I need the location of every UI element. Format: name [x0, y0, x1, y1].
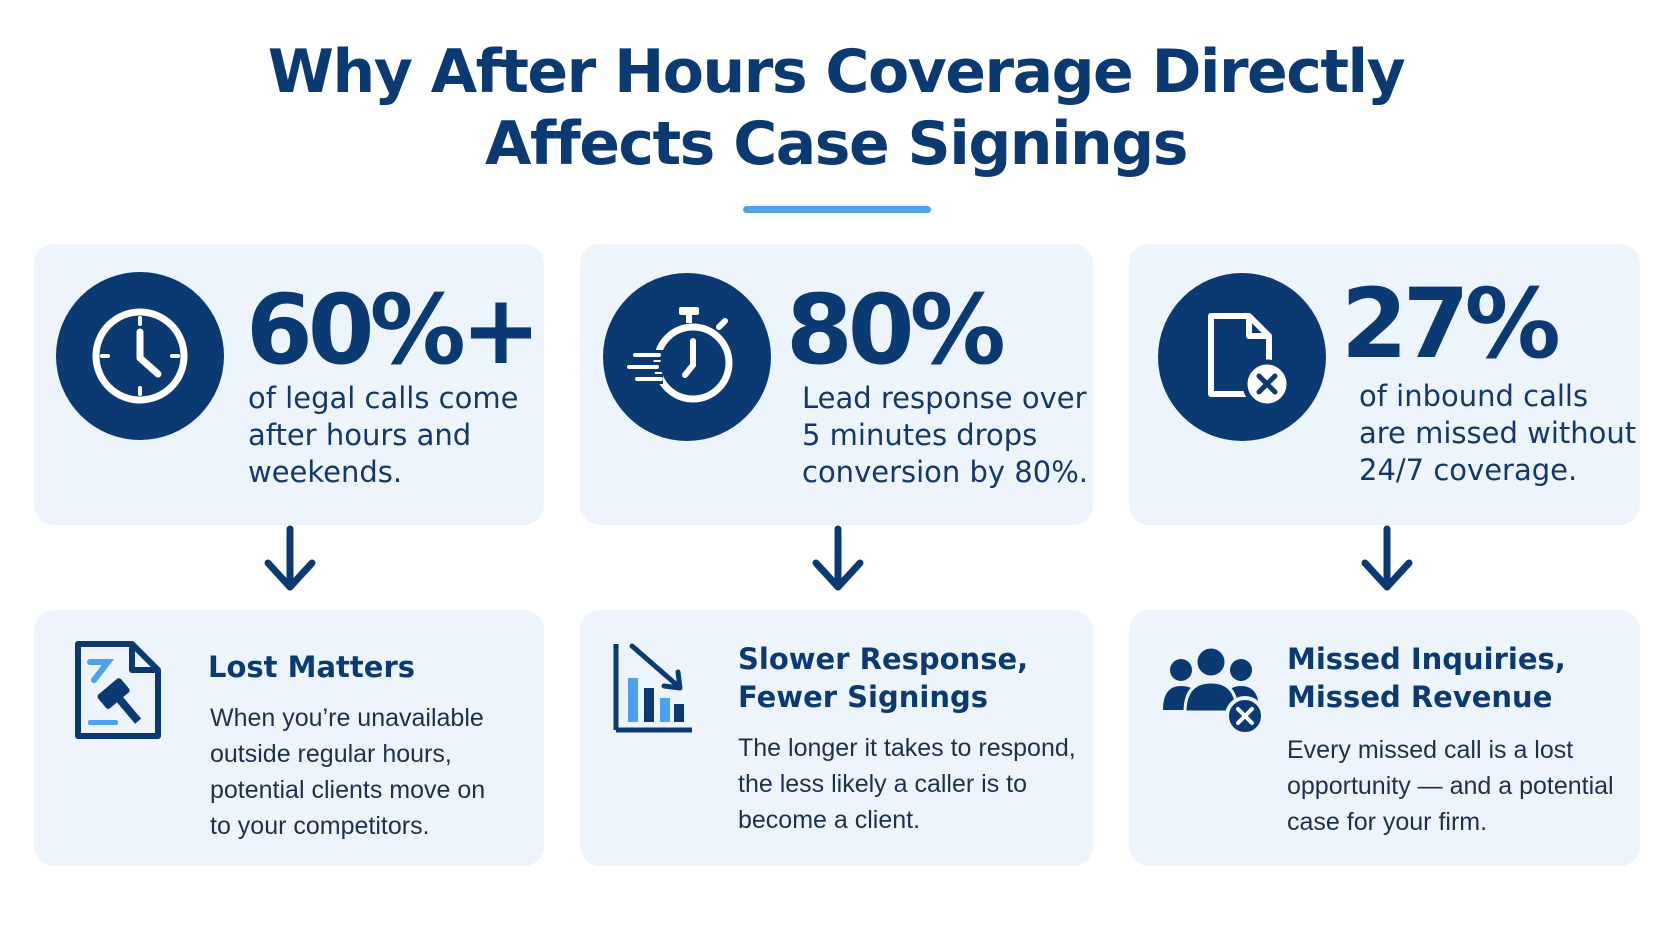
impact-title: Lost Matters — [208, 648, 415, 686]
impact-card-missed-inquiries: Missed Inquiries, Missed Revenue Every m… — [1129, 610, 1640, 866]
impact-text-line: case for your firm. — [1287, 808, 1488, 836]
stat-value: 80% — [786, 274, 1006, 386]
stat-desc-line: conversion by 80%. — [802, 455, 1088, 489]
page-title: Why After Hours Coverage Directly Affect… — [0, 36, 1672, 180]
impact-title-line: Missed Revenue — [1287, 680, 1553, 714]
impact-text-line: opportunity — and a potential — [1287, 772, 1614, 800]
stat-desc-line: weekends. — [248, 455, 403, 489]
stat-description: Lead response over 5 minutes drops conve… — [802, 380, 1088, 491]
impact-text-line: potential clients move on — [210, 776, 486, 804]
impact-text-line: Every missed call is a lost — [1287, 736, 1574, 764]
stat-desc-line: Lead response over — [802, 381, 1087, 415]
stat-card-missed-calls: 27% of inbound calls are missed without … — [1129, 244, 1640, 525]
stat-desc-line: of inbound calls — [1359, 379, 1589, 413]
impact-text-line: to your competitors. — [210, 812, 430, 840]
impact-card-lost-matters: Lost Matters When you’re unavailable out… — [34, 610, 544, 866]
impact-title: Slower Response, Fewer Signings — [738, 640, 1028, 716]
impact-text: The longer it takes to respond, the less… — [738, 730, 1076, 838]
stat-desc-line: after hours and — [248, 418, 472, 452]
stopwatch-icon — [603, 273, 771, 441]
declining-chart-icon — [613, 643, 692, 733]
impact-text-line: become a client. — [738, 806, 921, 834]
impact-text-line: When you’re unavailable — [210, 704, 484, 732]
impact-title-line: Slower Response, — [738, 642, 1029, 676]
impact-text-line: outside regular hours, — [210, 740, 452, 768]
arrow-down-icon — [1361, 525, 1413, 591]
stat-value: 60%+ — [246, 274, 541, 386]
arrow-down-icon — [812, 525, 864, 591]
stat-desc-line: 5 minutes drops — [802, 418, 1038, 452]
missed-people-icon — [1163, 645, 1265, 736]
impact-title-line: Fewer Signings — [738, 680, 988, 714]
impact-text-line: the less likely a caller is to — [738, 770, 1028, 798]
missed-document-icon — [1158, 273, 1326, 441]
impact-title: Missed Inquiries, Missed Revenue — [1287, 640, 1566, 716]
stat-card-after-hours: 60%+ of legal calls come after hours and… — [34, 244, 544, 525]
gavel-document-icon — [75, 641, 161, 739]
impact-title-line: Lost Matters — [208, 650, 416, 684]
title-line-1: Why After Hours Coverage Directly — [267, 37, 1406, 107]
impact-text: When you’re unavailable outside regular … — [210, 700, 485, 844]
stat-description: of inbound calls are missed without 24/7… — [1359, 378, 1636, 489]
stat-desc-line: 24/7 coverage. — [1359, 453, 1578, 487]
impact-title-line: Missed Inquiries, — [1287, 642, 1566, 676]
stat-value: 27% — [1341, 268, 1561, 380]
impact-text-line: The longer it takes to respond, — [738, 734, 1076, 762]
title-line-2: Affects Case Signings — [485, 109, 1188, 179]
impact-text: Every missed call is a lost opportunity … — [1287, 732, 1614, 840]
stat-card-response-time: 80% Lead response over 5 minutes drops c… — [580, 244, 1093, 525]
stat-description: of legal calls come after hours and week… — [248, 380, 518, 491]
arrow-down-icon — [264, 525, 316, 591]
impact-card-slower-response: Slower Response, Fewer Signings The long… — [580, 610, 1093, 866]
stat-desc-line: of legal calls come — [248, 381, 519, 415]
clock-icon — [56, 272, 224, 440]
stat-desc-line: are missed without — [1359, 416, 1637, 450]
title-underline — [743, 206, 931, 213]
